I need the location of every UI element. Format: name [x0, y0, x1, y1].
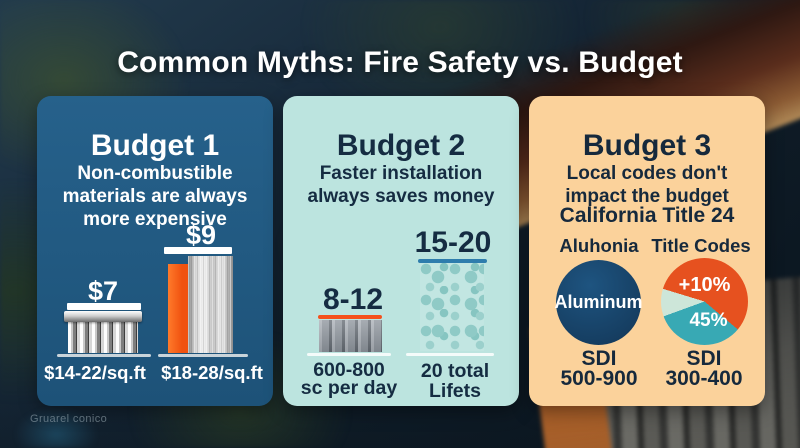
bar-9-value-label: $9: [185, 220, 217, 250]
bar-7-value-label: $7: [87, 276, 119, 306]
column-label-aluhonia: Aluhonia: [559, 235, 639, 256]
bar-7-metal-column: [64, 311, 142, 353]
watermark: Gruarel conico: [30, 413, 108, 425]
bar-8-12-value-label: 8-12: [322, 283, 384, 316]
bar-9-caption: $18-28/sq.ft: [161, 362, 263, 383]
bar-15-20-caption: 20 total Lifets: [420, 360, 490, 402]
card-budget-3: Budget 3 Local codes don't impact the bu…: [529, 96, 765, 406]
bar-8-12-top-line: [318, 315, 382, 319]
card-2-title: Budget 2: [336, 128, 466, 162]
column-label-title-codes: Title Codes: [651, 235, 751, 256]
aluminum-circle-label: Aluminum: [554, 292, 643, 312]
aluminum-circle: Aluminum: [554, 260, 643, 345]
pie-slice-label-45: 45%: [689, 310, 728, 331]
card-1-subtitle: Non-combustible materials are always mor…: [62, 163, 248, 230]
bar-15-20-camo-bar: [420, 263, 484, 351]
bar-15-20-top-line: [418, 259, 487, 263]
bar-8-12-caption-line1: 600-800: [313, 359, 385, 381]
bar-9-steel-bar: [188, 256, 233, 353]
pie-slice-label-plus10: +10%: [678, 274, 731, 296]
sdi-500-900-caption-line2: 500-900: [560, 367, 638, 390]
card-3-heading: California Title 24: [559, 204, 735, 227]
card-budget-2: Budget 2 Faster installation always save…: [283, 96, 519, 406]
card-1-title: Budget 1: [90, 128, 220, 162]
bar-9-orange-bar: [168, 264, 188, 353]
title-codes-pie: +10% 45%: [661, 258, 748, 345]
bar-7-caption: $14-22/sq.ft: [44, 362, 146, 383]
sdi-300-400-caption-line1: SDI: [686, 347, 722, 370]
bar-8-12-baseline: [307, 353, 391, 356]
card-3-title: Budget 3: [582, 128, 712, 162]
bar-8-12-corrugated-bar: [319, 320, 382, 352]
card-budget-1: Budget 1 Non-combustible materials are a…: [37, 96, 273, 406]
sdi-300-400-caption-line2: 300-400: [665, 367, 743, 390]
bar-7-baseline: [57, 354, 151, 357]
bar-9-baseline: [158, 354, 248, 357]
bar-9-top-line: [164, 247, 232, 254]
bar-15-20-value-label: 15-20: [414, 226, 492, 259]
card-3-subtitle: Local codes don't impact the budget: [565, 163, 729, 207]
card-2-subtitle: Faster installation always saves money: [307, 163, 495, 207]
bar-7-top-line: [67, 303, 141, 310]
bar-8-12-caption-line2: sc per day: [300, 377, 398, 399]
page-title: Common Myths: Fire Safety vs. Budget: [117, 46, 683, 80]
sdi-500-900-caption-line1: SDI: [581, 347, 617, 370]
bar-15-20-baseline: [406, 353, 494, 356]
